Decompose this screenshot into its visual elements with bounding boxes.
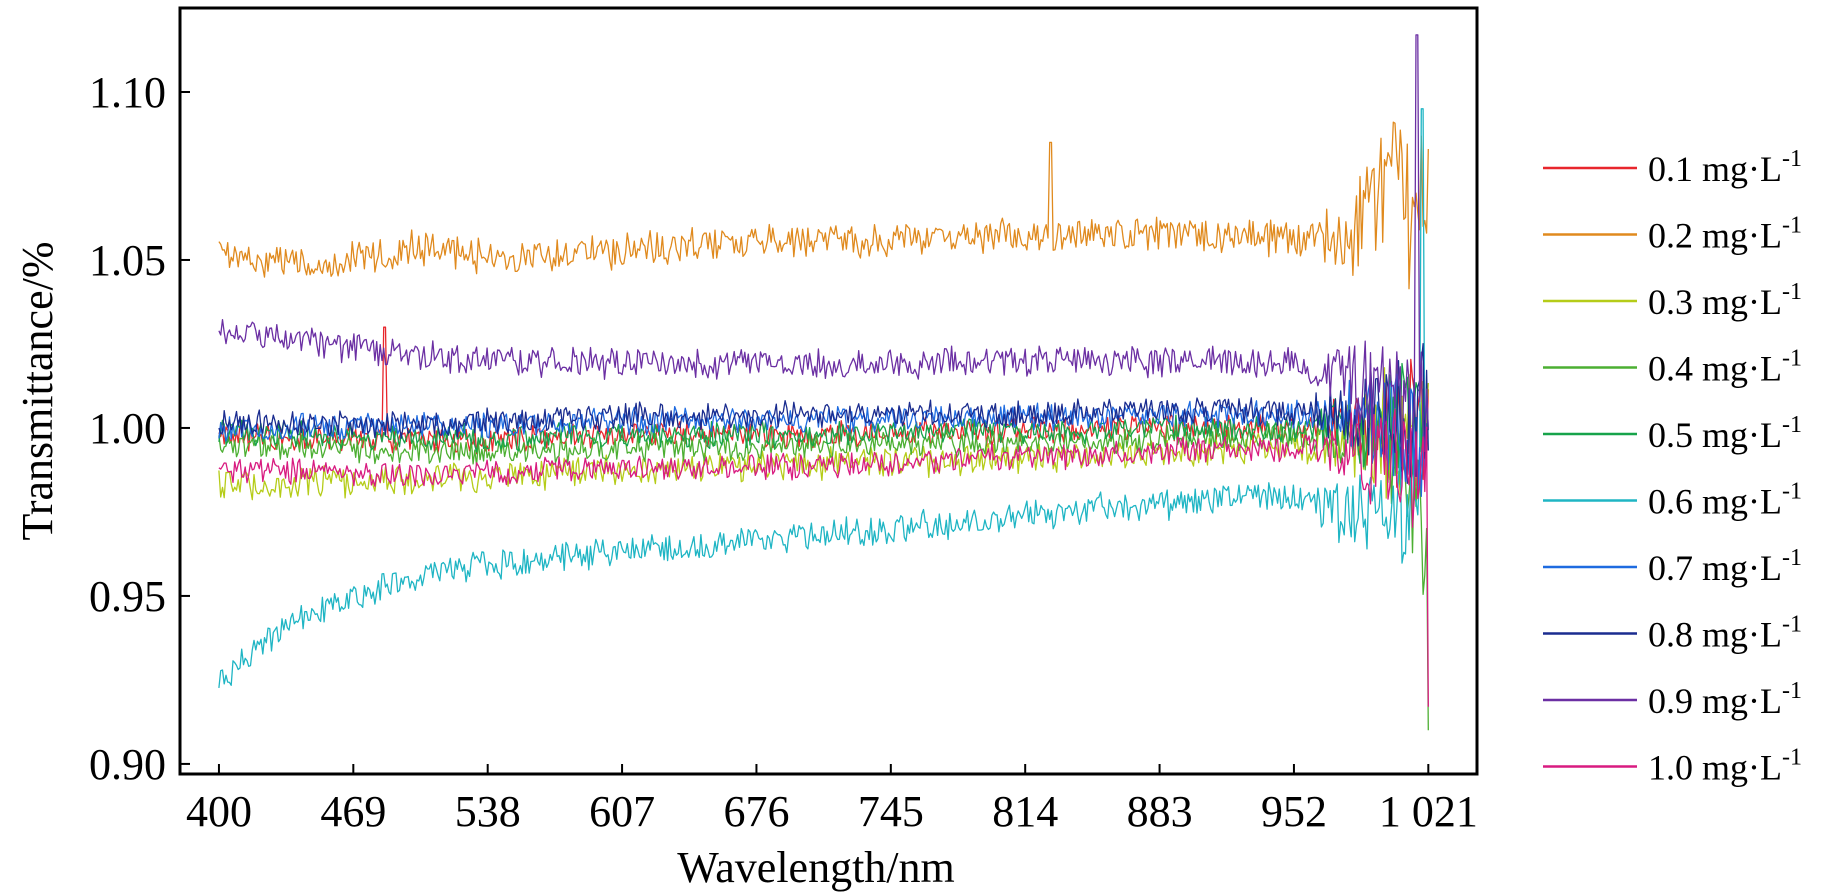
y-tick-label: 0.90 [89,740,166,789]
x-axis-label: Wavelength/nm [677,843,955,892]
series-line-0.8 [218,343,1429,484]
x-tick-label: 400 [186,787,252,836]
x-tick-label: 814 [992,787,1058,836]
legend-label: 0.3 mg·L-1 [1648,279,1802,322]
series-line-0.2 [218,121,1429,290]
y-tick-label: 1.10 [89,68,166,117]
y-tick-label: 1.05 [89,236,166,285]
x-tick-label: 745 [858,787,924,836]
plot-area [178,6,1479,776]
series-line-0.9 [218,34,1429,467]
y-axis: 0.90 0.95 1.00 1.05 1.10 [89,68,190,789]
legend-label: 0.4 mg·L-1 [1648,346,1802,389]
legend-label: 0.2 mg·L-1 [1648,213,1802,256]
x-tick-label: 676 [723,787,789,836]
x-tick-label: 883 [1127,787,1193,836]
x-tick-label: 952 [1261,787,1327,836]
legend-label: 0.5 mg·L-1 [1648,412,1802,455]
legend-label: 1.0 mg·L-1 [1648,745,1802,788]
y-tick-label: 0.95 [89,572,166,621]
legend-label: 0.7 mg·L-1 [1648,545,1802,588]
x-axis: 400 469 538 607 676 745 814 883 952 1 021 [186,764,1478,836]
legend-label: 0.9 mg·L-1 [1648,678,1802,721]
x-tick-label: 469 [320,787,386,836]
series-line-0.6 [218,108,1429,688]
x-tick-label: 607 [589,787,655,836]
x-tick-label: 1 021 [1379,787,1478,836]
y-axis-label: Transmittance/% [13,242,62,541]
legend: 0.1 mg·L-1 0.2 mg·L-1 0.3 mg·L-1 0.4 mg·L-1… [1543,146,1802,788]
series-line-1.0 [218,408,1429,707]
legend-label: 0.1 mg·L-1 [1648,146,1802,189]
x-tick-label: 538 [455,787,521,836]
y-tick-label: 1.00 [89,404,166,453]
series-layer [218,34,1429,731]
legend-label: 0.8 mg·L-1 [1648,612,1802,655]
series-line-0.3 [218,367,1429,501]
legend-label: 0.6 mg·L-1 [1648,479,1802,522]
